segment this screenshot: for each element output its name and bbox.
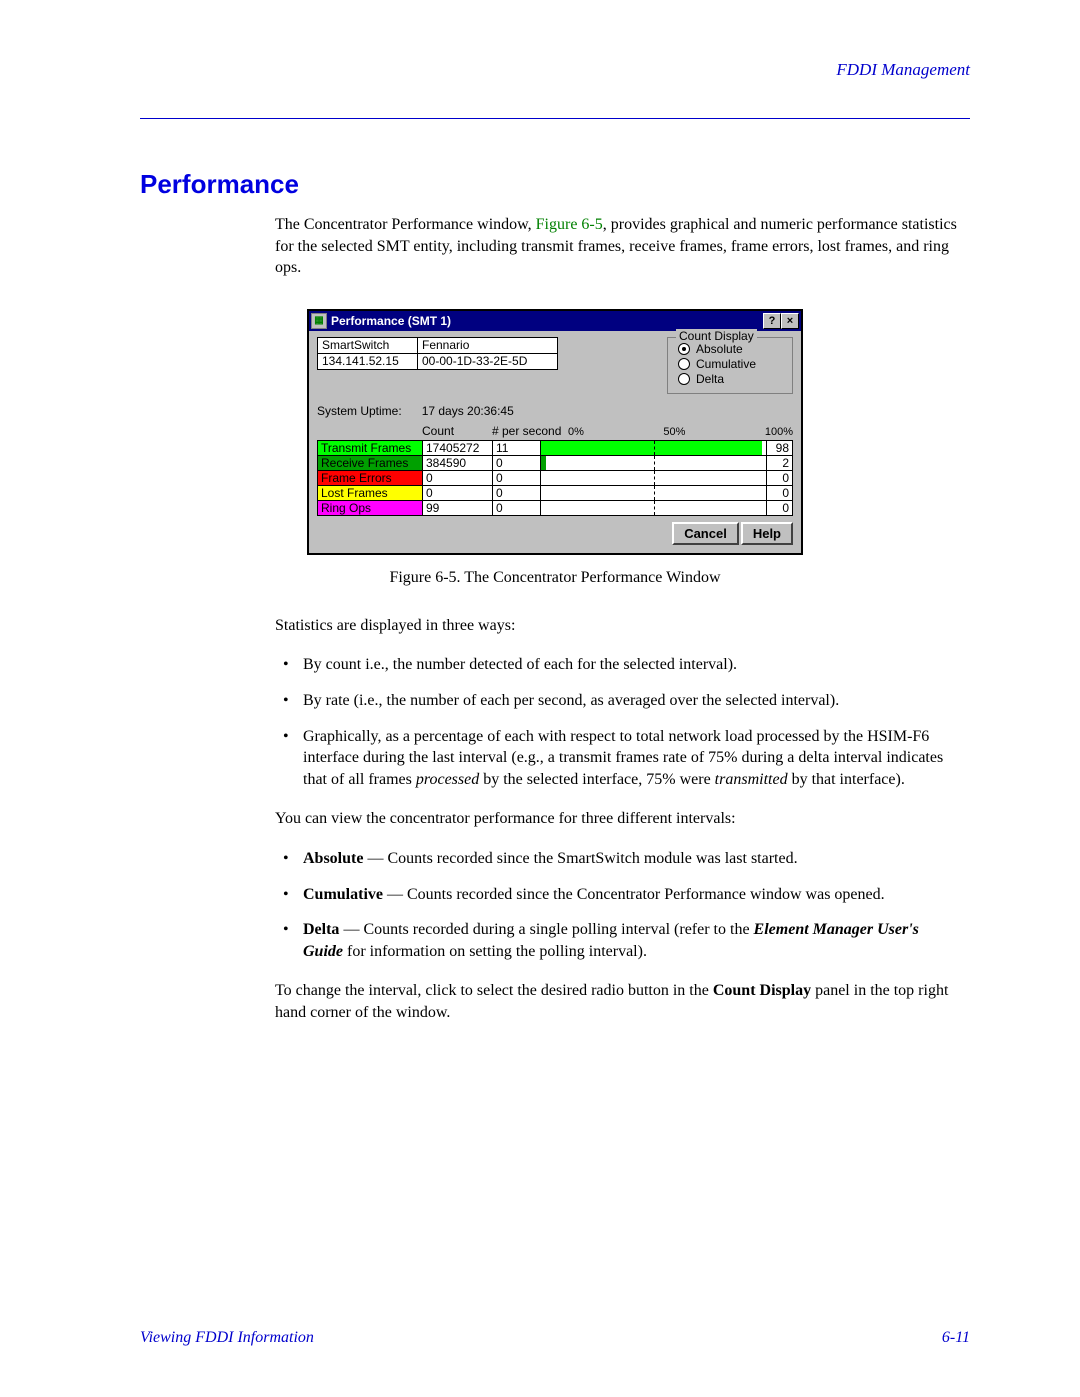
stat-percent: 0 bbox=[767, 470, 793, 485]
interval-bullet-list: Absolute — Counts recorded since the Sma… bbox=[275, 848, 960, 962]
stat-name: Frame Errors bbox=[318, 470, 423, 485]
window-title: Performance (SMT 1) bbox=[331, 314, 763, 328]
count-display-panel: Count Display AbsoluteCumulativeDelta bbox=[667, 337, 793, 394]
info-grid: SmartSwitch Fennario 134.141.52.15 00-00… bbox=[317, 337, 558, 370]
stat-percent: 0 bbox=[767, 500, 793, 515]
intervals-intro: You can view the concentrator performanc… bbox=[275, 808, 960, 830]
header-rule bbox=[140, 118, 970, 119]
radio-label: Cumulative bbox=[696, 357, 756, 371]
radio-label: Delta bbox=[696, 372, 724, 386]
help-button[interactable]: Help bbox=[741, 522, 793, 545]
scale-header: 0% 50% 100% bbox=[568, 426, 793, 438]
cancel-button[interactable]: Cancel bbox=[672, 522, 739, 545]
intro-pre: The Concentrator Performance window, bbox=[275, 216, 536, 233]
scale-0: 0% bbox=[568, 426, 584, 438]
list-item: Delta — Counts recorded during a single … bbox=[275, 919, 960, 962]
list-item: Absolute — Counts recorded since the Sma… bbox=[275, 848, 960, 870]
list-item: Graphically, as a percentage of each wit… bbox=[275, 726, 960, 791]
stats-intro: Statistics are displayed in three ways: bbox=[275, 615, 960, 637]
stat-pps: 0 bbox=[493, 500, 541, 515]
header-right-label: FDDI Management bbox=[140, 60, 970, 80]
table-row: Frame Errors000 bbox=[318, 470, 793, 485]
performance-window: ▦ Performance (SMT 1) ? × SmartSwitch Fe… bbox=[307, 309, 803, 555]
close-icon[interactable]: × bbox=[781, 313, 799, 329]
list-item: By rate (i.e., the number of each per se… bbox=[275, 690, 960, 712]
page-footer: Viewing FDDI Information 6-11 bbox=[140, 1329, 970, 1347]
footer-page-number: 6-11 bbox=[942, 1329, 970, 1347]
count-header: Count bbox=[422, 424, 492, 438]
count-display-legend: Count Display bbox=[676, 329, 757, 343]
scale-100: 100% bbox=[765, 426, 793, 438]
system-menu-icon[interactable]: ▦ bbox=[311, 313, 327, 329]
mac-address-field: 00-00-1D-33-2E-5D bbox=[418, 353, 558, 369]
radio-icon[interactable] bbox=[678, 343, 690, 355]
stat-count: 0 bbox=[423, 485, 493, 500]
intro-paragraph: The Concentrator Performance window, Fig… bbox=[275, 214, 960, 279]
help-titlebar-button[interactable]: ? bbox=[763, 313, 781, 329]
stat-name: Lost Frames bbox=[318, 485, 423, 500]
footer-left: Viewing FDDI Information bbox=[140, 1329, 314, 1347]
stat-bar bbox=[541, 470, 767, 485]
closing-paragraph: To change the interval, click to select … bbox=[275, 980, 960, 1023]
window-titlebar[interactable]: ▦ Performance (SMT 1) ? × bbox=[309, 311, 801, 331]
uptime-value: 17 days 20:36:45 bbox=[422, 404, 514, 418]
section-title: Performance bbox=[140, 169, 970, 200]
stat-percent: 98 bbox=[767, 440, 793, 455]
stat-percent: 0 bbox=[767, 485, 793, 500]
stat-bar bbox=[541, 440, 767, 455]
radio-label: Absolute bbox=[696, 342, 743, 356]
uptime-label: System Uptime: bbox=[317, 404, 402, 418]
stat-count: 99 bbox=[423, 500, 493, 515]
table-row: Lost Frames000 bbox=[318, 485, 793, 500]
stat-pps: 0 bbox=[493, 470, 541, 485]
stat-bar bbox=[541, 455, 767, 470]
list-item: Cumulative — Counts recorded since the C… bbox=[275, 884, 960, 906]
ip-address-field: 134.141.52.15 bbox=[318, 353, 418, 369]
stat-percent: 2 bbox=[767, 455, 793, 470]
list-item: By count i.e., the number detected of ea… bbox=[275, 654, 960, 676]
figure-link[interactable]: Figure 6-5 bbox=[536, 216, 603, 233]
radio-option-delta[interactable]: Delta bbox=[678, 372, 782, 386]
host-name-field: SmartSwitch bbox=[318, 337, 418, 353]
stat-name: Receive Frames bbox=[318, 455, 423, 470]
location-field: Fennario bbox=[418, 337, 558, 353]
table-row: Receive Frames3845900 2 bbox=[318, 455, 793, 470]
stat-bar bbox=[541, 500, 767, 515]
stat-bar bbox=[541, 485, 767, 500]
radio-icon[interactable] bbox=[678, 373, 690, 385]
figure-container: ▦ Performance (SMT 1) ? × SmartSwitch Fe… bbox=[140, 309, 970, 555]
stat-count: 0 bbox=[423, 470, 493, 485]
stat-pps: 0 bbox=[493, 455, 541, 470]
radio-icon[interactable] bbox=[678, 358, 690, 370]
stat-count: 17405272 bbox=[423, 440, 493, 455]
scale-50: 50% bbox=[663, 426, 685, 438]
radio-option-cumulative[interactable]: Cumulative bbox=[678, 357, 782, 371]
stat-name: Transmit Frames bbox=[318, 440, 423, 455]
table-row: Ring Ops9900 bbox=[318, 500, 793, 515]
figure-caption: Figure 6-5. The Concentrator Performance… bbox=[140, 569, 970, 587]
stat-name: Ring Ops bbox=[318, 500, 423, 515]
stats-bullet-list: By count i.e., the number detected of ea… bbox=[275, 654, 960, 790]
stat-count: 384590 bbox=[423, 455, 493, 470]
stat-pps: 0 bbox=[493, 485, 541, 500]
table-row: Transmit Frames1740527211 98 bbox=[318, 440, 793, 455]
stats-table: Transmit Frames174052721198Receive Frame… bbox=[317, 440, 793, 516]
stat-pps: 11 bbox=[493, 440, 541, 455]
radio-option-absolute[interactable]: Absolute bbox=[678, 342, 782, 356]
pps-header: # per second bbox=[492, 424, 568, 438]
